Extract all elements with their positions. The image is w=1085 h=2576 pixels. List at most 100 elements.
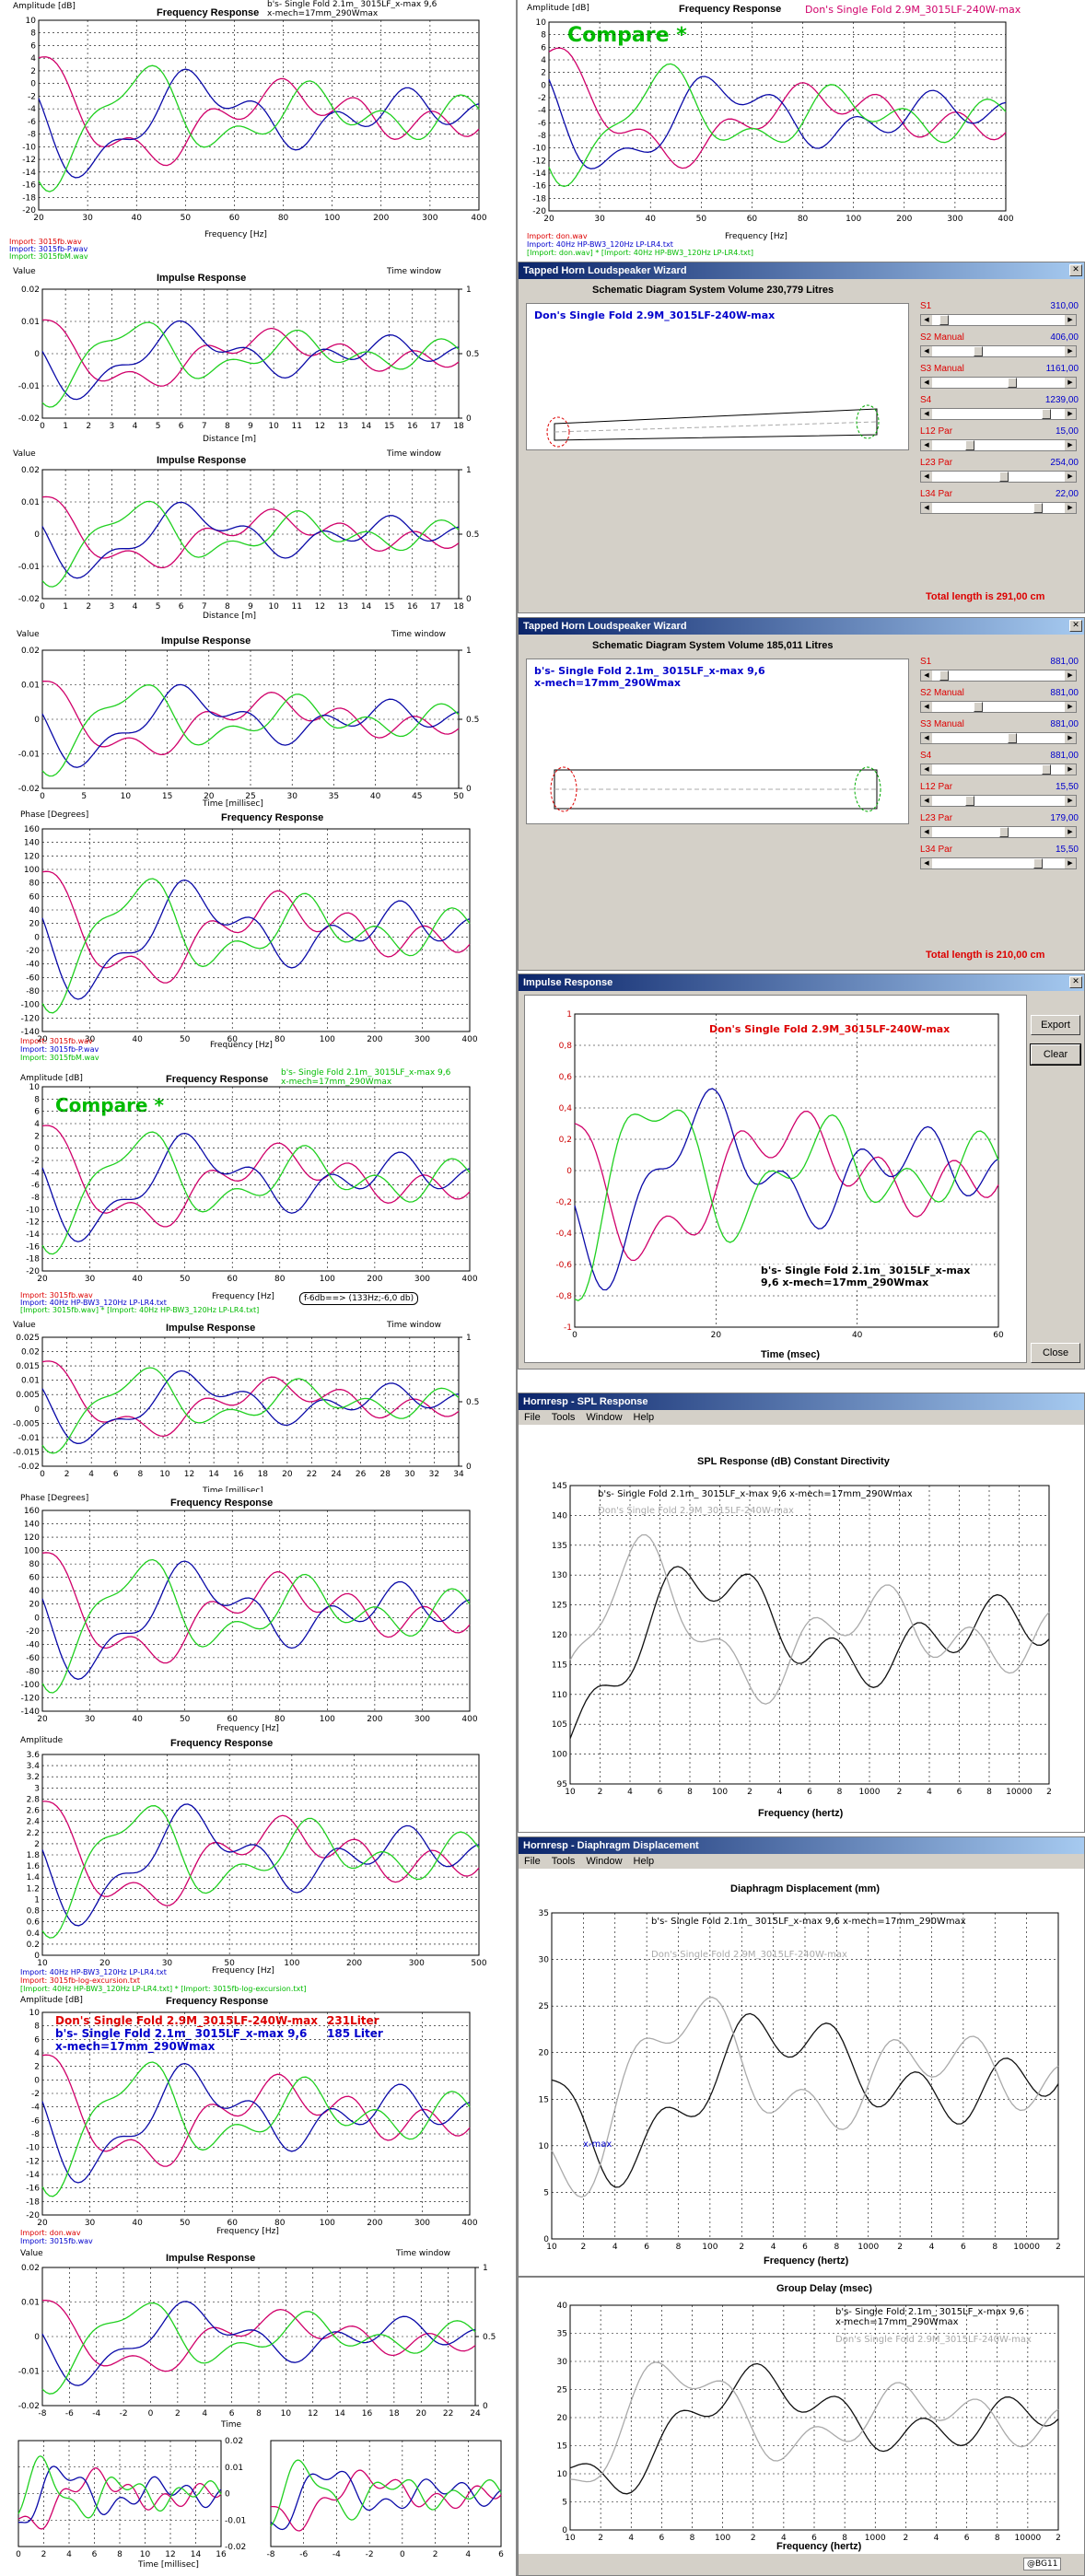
x-tick-label: 4	[465, 2550, 471, 2559]
legend-item: Import: 3015fb.wav	[20, 1291, 93, 1300]
close-button[interactable]: ✕	[1069, 264, 1082, 276]
arrow-left-icon[interactable]: ◀	[921, 346, 932, 356]
close-button[interactable]: ✕	[1069, 620, 1082, 632]
x-tick-label: 60	[229, 214, 240, 223]
arrow-left-icon[interactable]: ◀	[921, 827, 932, 837]
arrow-right-icon[interactable]: ▶	[1065, 858, 1076, 868]
menu-help[interactable]: Help	[633, 1412, 655, 1423]
x-tick-label: 8	[225, 602, 230, 612]
x-tick-label: 20	[416, 2409, 427, 2419]
y-tick-label: 60	[29, 892, 41, 902]
param-slider[interactable]: ◀ ▶	[920, 377, 1077, 389]
param-slider[interactable]: ◀ ▶	[920, 471, 1077, 483]
y-axis-label: Phase [Degrees]	[20, 1494, 89, 1503]
param-slider[interactable]: ◀ ▶	[920, 763, 1077, 775]
arrow-right-icon[interactable]: ▶	[1065, 346, 1076, 356]
arrow-right-icon[interactable]: ▶	[1065, 702, 1076, 712]
x-tick-label: 4	[781, 2534, 787, 2543]
arrow-right-icon[interactable]: ▶	[1065, 440, 1076, 450]
menu-tools[interactable]: Tools	[551, 1856, 576, 1867]
param-slider[interactable]: ◀ ▶	[920, 732, 1077, 744]
x-tick-label: 4	[133, 422, 138, 431]
arrow-right-icon[interactable]: ▶	[1065, 409, 1076, 419]
left-freq-plot-3: Amplitude [dB] Frequency Response Don's …	[0, 1994, 516, 2247]
export-button[interactable]: Export	[1031, 1015, 1080, 1035]
menu-window[interactable]: Window	[586, 1412, 623, 1423]
param-slider[interactable]: ◀ ▶	[920, 314, 1077, 326]
trace-line	[42, 1801, 480, 1906]
arrow-right-icon[interactable]: ▶	[1065, 378, 1076, 388]
slider-thumb[interactable]	[1008, 378, 1017, 388]
x-tick-label: 30	[594, 215, 605, 224]
y-tick-label: -0.01	[18, 563, 40, 572]
arrow-left-icon[interactable]: ◀	[921, 670, 932, 681]
y-tick-label: -120	[21, 1014, 41, 1023]
slider-thumb[interactable]	[1042, 764, 1051, 775]
slider-thumb[interactable]	[965, 440, 974, 450]
y-tick-label: -0.02	[18, 785, 40, 794]
close-window-button[interactable]: Close	[1031, 1343, 1080, 1363]
arrow-left-icon[interactable]: ◀	[921, 764, 932, 775]
arrow-left-icon[interactable]: ◀	[921, 378, 932, 388]
slider-thumb[interactable]	[999, 827, 1009, 837]
arrow-right-icon[interactable]: ▶	[1065, 827, 1076, 837]
param-slider[interactable]: ◀ ▶	[920, 502, 1077, 514]
slider-thumb[interactable]	[1033, 858, 1043, 868]
param-slider[interactable]: ◀ ▶	[920, 795, 1077, 807]
slider-thumb[interactable]	[939, 670, 949, 681]
slider-thumb[interactable]	[974, 346, 983, 356]
y-tick-label: 100	[24, 1547, 40, 1556]
x-tick-label: 11	[291, 422, 301, 431]
arrow-right-icon[interactable]: ▶	[1065, 733, 1076, 743]
x-tick-label: 30	[404, 1470, 415, 1479]
close-button[interactable]: ✕	[1069, 976, 1082, 988]
slider-thumb[interactable]	[1042, 409, 1051, 419]
clear-button[interactable]: Clear	[1030, 1043, 1081, 1066]
x-tick-label: 8	[690, 2534, 695, 2543]
slider-thumb[interactable]	[1008, 733, 1017, 743]
menu-file[interactable]: File	[524, 1856, 541, 1867]
y-tick-label: -0.01	[18, 1434, 40, 1443]
arrow-right-icon[interactable]: ▶	[1065, 315, 1076, 325]
x-tick-label: 12	[315, 422, 325, 431]
legend-item: [Import: 3015fb.wav] * [Import: 40Hz HP-…	[20, 1306, 260, 1314]
param-slider[interactable]: ◀ ▶	[920, 826, 1077, 838]
param-slider[interactable]: ◀ ▶	[920, 701, 1077, 713]
y-tick-label: -0.01	[225, 2516, 246, 2525]
arrow-left-icon[interactable]: ◀	[921, 472, 932, 482]
y-tick-label: 10	[26, 17, 37, 26]
arrow-left-icon[interactable]: ◀	[921, 858, 932, 868]
arrow-left-icon[interactable]: ◀	[921, 733, 932, 743]
arrow-right-icon[interactable]: ▶	[1065, 472, 1076, 482]
arrow-right-icon[interactable]: ▶	[1065, 503, 1076, 513]
x-tick-label: 10	[281, 2409, 292, 2419]
menu-help[interactable]: Help	[633, 1856, 655, 1867]
x-axis-label: Time	[221, 2420, 242, 2430]
y-tick-label: -16	[26, 2185, 40, 2194]
param-slider[interactable]: ◀ ▶	[920, 345, 1077, 357]
arrow-right-icon[interactable]: ▶	[1065, 796, 1076, 806]
menu-window[interactable]: Window	[586, 1856, 623, 1867]
arrow-left-icon[interactable]: ◀	[921, 503, 932, 513]
arrow-right-icon[interactable]: ▶	[1065, 670, 1076, 681]
slider-thumb[interactable]	[999, 472, 1009, 482]
param-slider[interactable]: ◀ ▶	[920, 408, 1077, 420]
x-axis-label: Time [millisec]	[138, 2560, 199, 2570]
param-slider[interactable]: ◀ ▶	[920, 857, 1077, 869]
x-tick-label: 4	[777, 1788, 783, 1797]
param-slider[interactable]: ◀ ▶	[920, 670, 1077, 682]
arrow-left-icon[interactable]: ◀	[921, 409, 932, 419]
arrow-left-icon[interactable]: ◀	[921, 796, 932, 806]
arrow-left-icon[interactable]: ◀	[921, 702, 932, 712]
param-slider[interactable]: ◀ ▶	[920, 439, 1077, 451]
slider-thumb[interactable]	[965, 796, 974, 806]
arrow-left-icon[interactable]: ◀	[921, 440, 932, 450]
x-tick-label: 1000	[859, 1788, 881, 1797]
arrow-right-icon[interactable]: ▶	[1065, 764, 1076, 775]
slider-thumb[interactable]	[1033, 503, 1043, 513]
menu-file[interactable]: File	[524, 1412, 541, 1423]
menu-tools[interactable]: Tools	[551, 1412, 576, 1423]
slider-thumb[interactable]	[974, 702, 983, 712]
slider-thumb[interactable]	[939, 315, 949, 325]
arrow-left-icon[interactable]: ◀	[921, 315, 932, 325]
